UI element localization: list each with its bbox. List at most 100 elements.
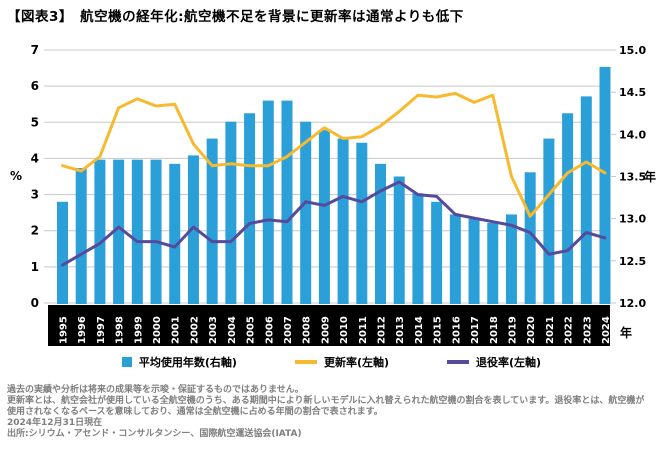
svg-text:5: 5	[31, 115, 39, 129]
legend-item-retirement-rate: 退役率(左軸)	[447, 354, 541, 370]
retirement-rate-line	[61, 180, 607, 267]
svg-text:13.0: 13.0	[619, 213, 646, 226]
bar-2005	[244, 113, 256, 304]
svg-text:7: 7	[31, 43, 39, 57]
legend-label-retirement-rate: 退役率(左軸)	[476, 356, 542, 369]
year-label-1995: 1995	[59, 316, 70, 344]
year-label-1997: 1997	[96, 316, 107, 344]
svg-text:12.5: 12.5	[619, 255, 646, 268]
bar-2020	[524, 172, 536, 304]
bar-2015	[431, 201, 443, 304]
footnote-line: 更新率とは、航空会社が使用している全航空機のうち、ある期間中により新しいモデルに…	[7, 396, 645, 406]
year-label-2001: 2001	[171, 316, 182, 344]
retirement-line-swatch	[447, 360, 470, 364]
year-label-2005: 2005	[246, 316, 257, 344]
year-label-2012: 2012	[377, 316, 388, 344]
bar-2017	[468, 218, 480, 304]
year-label-2019: 2019	[507, 316, 518, 344]
year-label-2003: 2003	[208, 316, 219, 344]
year-label-2000: 2000	[152, 316, 163, 344]
footnote-line: 出所:シリウム・アセンド・コンサルタンシー、国際航空運送協会(IATA)	[7, 429, 302, 439]
left-axis-unit-label: %	[10, 169, 22, 183]
year-label-2002: 2002	[189, 316, 200, 344]
bar-2016	[449, 214, 461, 304]
bar-2006	[262, 100, 274, 304]
bar-1997	[94, 159, 106, 304]
bar-2011	[356, 142, 368, 304]
bar-series-swatch	[121, 357, 132, 367]
footnote-line: 使用されなくなるペースを意味しており、通常は全航空機に占める年間の割合で表されま…	[7, 407, 383, 417]
year-label-2021: 2021	[545, 316, 556, 344]
svg-text:12.0: 12.0	[619, 297, 646, 310]
x-axis-unit-label: 年	[620, 325, 632, 340]
bar-2004	[225, 121, 237, 304]
combo-chart: 0 1 2 3 4 5 6 7% 12.0 12.5 13.0 13.5 14.0 14.5 15.0 年 19…	[10, 43, 656, 346]
svg-text:3: 3	[31, 188, 39, 202]
bar-2003	[206, 138, 218, 304]
year-label-2015: 2015	[433, 316, 444, 344]
legend-label-renewal-rate: 更新率(左軸)	[323, 356, 390, 369]
renewal-line-swatch	[294, 360, 317, 364]
legend-item-renewal-rate: 更新率(左軸)	[294, 354, 390, 370]
year-label-2018: 2018	[489, 316, 500, 344]
svg-text:14.5: 14.5	[619, 86, 646, 99]
bar-2012	[375, 163, 387, 304]
bar-2008	[300, 121, 312, 304]
svg-text:14.0: 14.0	[619, 128, 646, 141]
year-label-2013: 2013	[395, 316, 406, 344]
bar-2018	[487, 222, 499, 304]
right-axis-unit-label: 年	[644, 169, 656, 184]
year-label-2016: 2016	[451, 316, 462, 344]
footnote-line: 過去の実績や分析は将来の成果等を示唆・保証するものではありません。	[7, 385, 304, 395]
year-label-2022: 2022	[564, 316, 575, 344]
svg-text:15.0: 15.0	[619, 44, 646, 57]
year-label-2023: 2023	[582, 316, 593, 344]
year-label-1996: 1996	[77, 316, 88, 344]
bar-2010	[337, 138, 349, 304]
bar-2023	[580, 96, 592, 304]
svg-text:0: 0	[31, 296, 39, 310]
bar-1999	[131, 159, 143, 304]
footnote-line: 2024年12月31日現在	[7, 418, 103, 428]
bar-2019	[505, 214, 517, 304]
svg-text:1: 1	[31, 260, 39, 274]
footnotes: 過去の実績や分析は将来の成果等を示唆・保証するものではありません。 更新率とは、航…	[7, 385, 659, 440]
year-label-1998: 1998	[115, 316, 126, 344]
svg-text:6: 6	[31, 79, 39, 93]
bar-2013	[393, 176, 405, 304]
bar-2000	[150, 159, 162, 304]
chart-title: 【図表3】 航空機の経年化:航空機不足を背景に更新率は通常よりも低下	[7, 9, 464, 25]
year-label-1999: 1999	[133, 316, 144, 344]
bar-1996	[75, 168, 87, 304]
year-label-2024: 2024	[601, 316, 612, 344]
svg-text:13.5: 13.5	[619, 171, 646, 184]
bar-2014	[412, 193, 424, 304]
x-axis-strip	[48, 305, 610, 346]
right-axis-tick-labels: 12.0 12.5 13.0 13.5 14.0 14.5 15.0	[610, 44, 646, 310]
x-axis-year-labels: 1995 1996 1997 1998 1999 2000 2001 2002 2003 2004…	[59, 316, 613, 344]
bar-2009	[318, 130, 330, 304]
year-label-2020: 2020	[526, 316, 537, 344]
left-axis-tick-labels: 0 1 2 3 4 5 6 7	[31, 43, 39, 310]
renewal-rate-line	[61, 91, 607, 218]
year-label-2009: 2009	[320, 316, 331, 344]
bar-1995	[57, 201, 68, 304]
year-label-2004: 2004	[227, 316, 238, 344]
year-label-2010: 2010	[339, 316, 350, 344]
bar-2002	[187, 155, 199, 304]
bar-2021	[543, 138, 555, 304]
bar-2022	[562, 113, 574, 304]
year-label-2007: 2007	[283, 316, 294, 344]
year-label-2006: 2006	[264, 316, 275, 344]
year-label-2011: 2011	[358, 316, 369, 344]
legend-label-average-age: 平均使用年数(右軸)	[138, 356, 237, 369]
svg-text:2: 2	[31, 224, 39, 238]
bar-2001	[169, 163, 181, 304]
year-label-2017: 2017	[470, 316, 481, 344]
bar-2024	[599, 66, 611, 304]
bar-1998	[113, 159, 125, 304]
year-label-2014: 2014	[414, 316, 425, 344]
average-age-bars	[57, 66, 611, 304]
bar-2007	[281, 100, 293, 304]
